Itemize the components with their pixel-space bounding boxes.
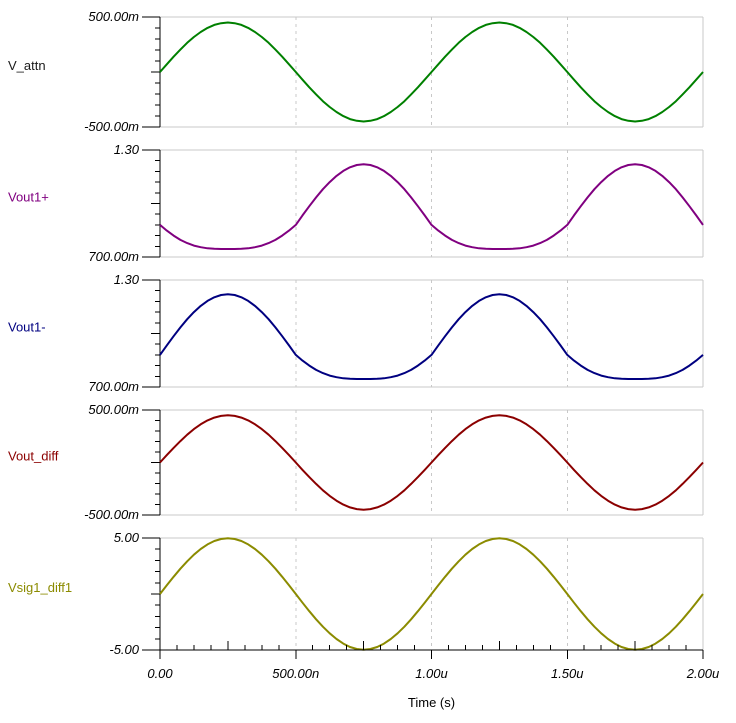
- signal-label-Vout_diff: Vout_diff: [8, 449, 59, 464]
- trace-Vout1+: [159, 163, 704, 250]
- y-max-label: 5.00: [114, 530, 140, 545]
- trace-V_attn: [159, 21, 704, 123]
- x-tick-label: 2.00u: [686, 666, 720, 681]
- y-min-label: 700.00m: [88, 249, 139, 264]
- x-tick-label: 1.00u: [415, 666, 448, 681]
- y-min-label: -5.00: [109, 642, 139, 657]
- signal-label-Vsig1_diff1: Vsig1_diff1: [8, 580, 72, 595]
- x-tick-label: 0.00: [147, 666, 173, 681]
- trace-Vout1-: [159, 293, 704, 380]
- y-min-label: -500.00m: [84, 119, 139, 134]
- y-max-label: 500.00m: [88, 402, 139, 417]
- y-min-label: -500.00m: [84, 507, 139, 522]
- y-min-label: 700.00m: [88, 379, 139, 394]
- x-tick-label: 1.50u: [551, 666, 584, 681]
- trace-Vsig1_diff1: [159, 537, 704, 651]
- trace-Vout_diff: [159, 414, 704, 511]
- x-axis-title: Time (s): [408, 695, 455, 710]
- y-max-label: 1.30: [114, 272, 140, 287]
- y-max-label: 500.00m: [88, 9, 139, 24]
- signal-label-V_attn: V_attn: [8, 58, 46, 73]
- x-tick-label: 500.00n: [272, 666, 319, 681]
- signal-label-Vout1-: Vout1-: [8, 320, 46, 335]
- signal-label-Vout1+: Vout1+: [8, 190, 49, 205]
- y-max-label: 1.30: [114, 142, 140, 157]
